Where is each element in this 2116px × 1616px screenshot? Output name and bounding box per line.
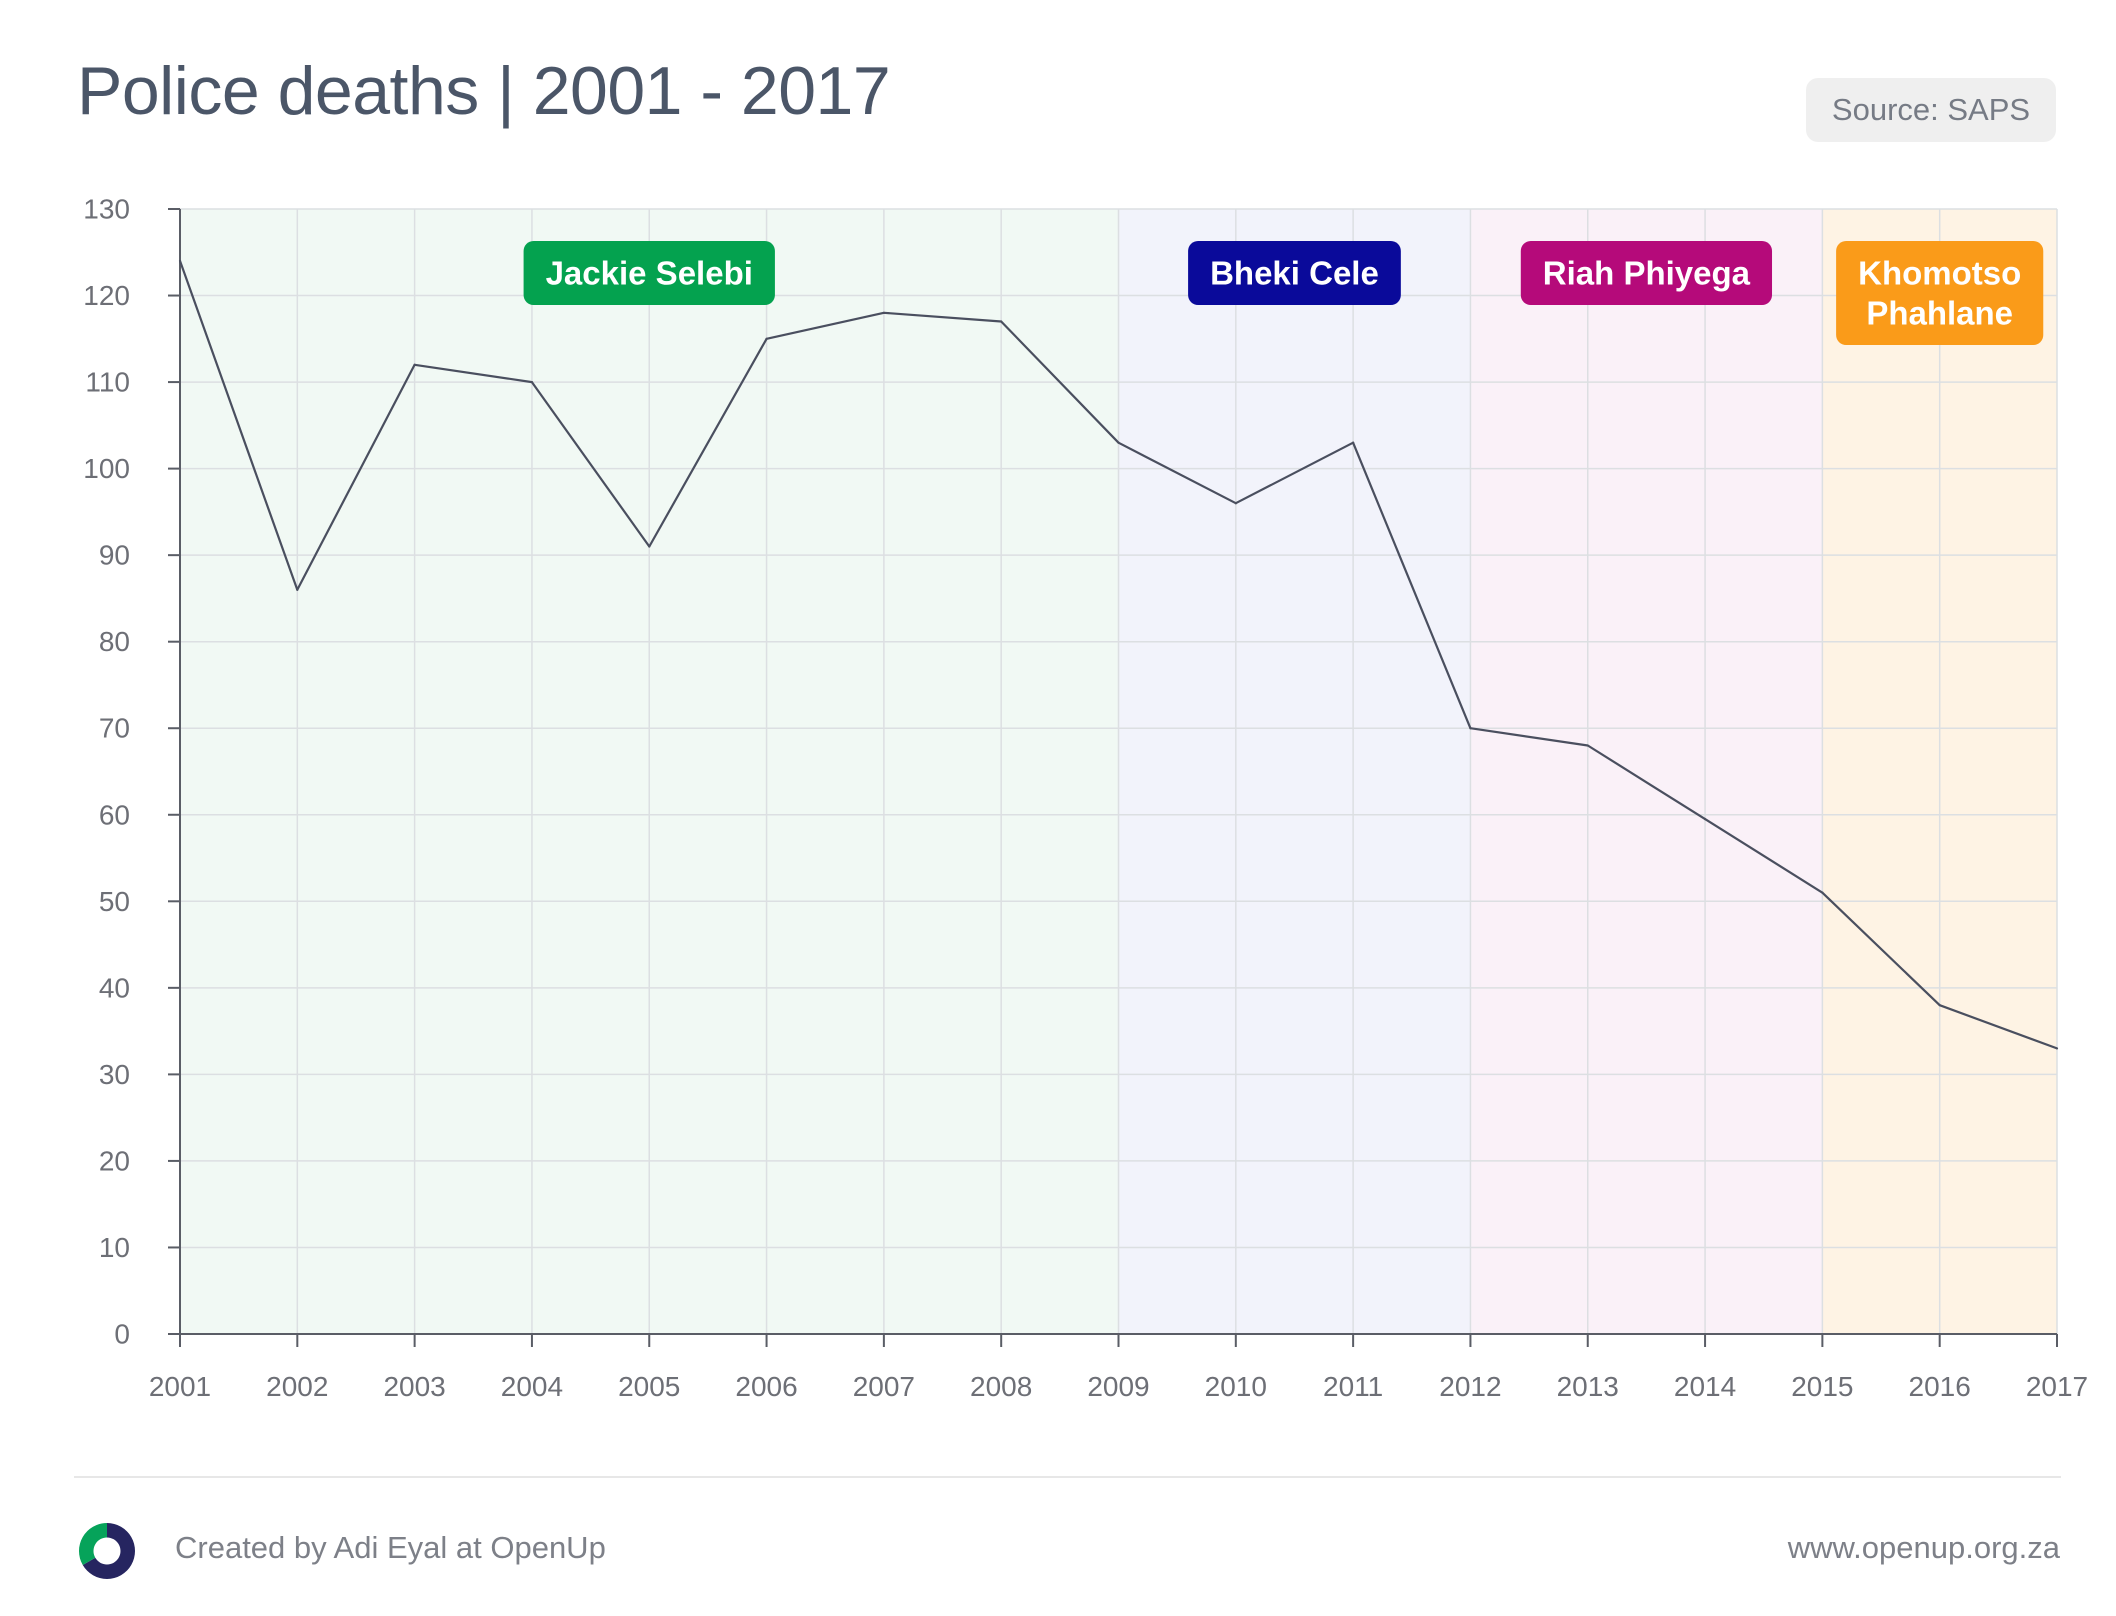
data-point bbox=[530, 380, 534, 384]
data-point bbox=[178, 259, 182, 263]
x-tick-label: 2015 bbox=[1791, 1371, 1853, 1402]
data-point bbox=[882, 311, 885, 314]
era-band-2 bbox=[1470, 209, 1823, 1334]
era-badge-background bbox=[1188, 241, 1401, 305]
data-point bbox=[1234, 502, 1237, 505]
y-tick-label: 40 bbox=[99, 972, 130, 1003]
data-point bbox=[1117, 441, 1120, 444]
y-tick-label: 110 bbox=[85, 367, 130, 398]
x-tick-label: 2006 bbox=[735, 1371, 797, 1402]
data-point bbox=[1469, 727, 1472, 730]
y-tick-label: 90 bbox=[99, 540, 130, 571]
data-point bbox=[1821, 891, 1824, 894]
era-badge-1: Bheki Cele bbox=[1188, 241, 1401, 305]
y-tick-label: 70 bbox=[99, 713, 130, 744]
era-label: Bheki Cele bbox=[1210, 255, 1379, 292]
x-tick-label: 2009 bbox=[1087, 1371, 1149, 1402]
data-point bbox=[2055, 1047, 2059, 1050]
grid bbox=[180, 208, 2058, 1334]
era-badge-0: Jackie Selebi bbox=[523, 241, 775, 305]
x-tick-label: 2007 bbox=[853, 1371, 915, 1402]
data-point bbox=[648, 545, 651, 548]
x-tick-label: 2013 bbox=[1557, 1371, 1619, 1402]
era-labels: Jackie Selebi Bheki Cele Riah Phiyega Khomo… bbox=[523, 241, 2044, 345]
y-tick-label: 80 bbox=[99, 626, 130, 657]
era-label: Khomotso bbox=[1858, 255, 2021, 292]
x-tick-label: 2010 bbox=[1205, 1371, 1267, 1402]
y-tick-label: 100 bbox=[83, 453, 130, 484]
tick-labels: 0 10 20 30 40 50 60 70 80 90 100 110 120 130 2001 2002 2… bbox=[83, 194, 2088, 1403]
era-band-1 bbox=[1118, 209, 1471, 1334]
y-tick-label: 0 bbox=[114, 1319, 130, 1350]
y-tick-label: 120 bbox=[83, 280, 130, 311]
era-badge-2: Riah Phiyega bbox=[1520, 241, 1773, 305]
data-point bbox=[765, 337, 768, 340]
era-label: Riah Phiyega bbox=[1543, 255, 1751, 292]
data-point bbox=[296, 588, 299, 591]
footer-divider bbox=[74, 1476, 2061, 1478]
data-point bbox=[413, 363, 416, 366]
data-point bbox=[1703, 817, 1707, 821]
x-tick-label: 2012 bbox=[1439, 1371, 1501, 1402]
x-tick-label: 2008 bbox=[970, 1371, 1032, 1402]
era-label: Jackie Selebi bbox=[546, 255, 753, 292]
era-badge-background bbox=[523, 241, 775, 305]
x-tick-label: 2017 bbox=[2026, 1371, 2088, 1402]
x-tick-label: 2016 bbox=[1909, 1371, 1971, 1402]
source-badge: Source: SAPS bbox=[1806, 78, 2056, 142]
x-tick-label: 2005 bbox=[618, 1371, 680, 1402]
data-point bbox=[1000, 320, 1003, 323]
data-point bbox=[1352, 441, 1355, 444]
data-point bbox=[1586, 744, 1589, 747]
footer-credit: Created by Adi Eyal at OpenUp bbox=[175, 1530, 606, 1565]
y-tick-label: 50 bbox=[99, 886, 130, 917]
footer-url[interactable]: www.openup.org.za bbox=[1787, 1530, 2060, 1565]
era-label: Phahlane bbox=[1866, 295, 2013, 332]
x-tick-label: 2001 bbox=[149, 1371, 211, 1402]
y-tick-label: 30 bbox=[99, 1059, 130, 1090]
x-tick-label: 2002 bbox=[266, 1371, 328, 1402]
y-tick-label: 130 bbox=[83, 194, 130, 225]
y-tick-label: 10 bbox=[99, 1232, 130, 1263]
x-tick-label: 2014 bbox=[1674, 1371, 1736, 1402]
data-point bbox=[1938, 1004, 1941, 1007]
y-tick-label: 60 bbox=[99, 799, 130, 830]
series-lines bbox=[178, 259, 2059, 1050]
x-tick-label: 2011 bbox=[1323, 1371, 1383, 1402]
y-tick-label: 20 bbox=[99, 1145, 130, 1176]
era-badge-background bbox=[1520, 241, 1773, 305]
x-tick-label: 2003 bbox=[383, 1371, 445, 1402]
axes bbox=[168, 208, 2058, 1347]
line-chart: 0 10 20 30 40 50 60 70 80 90 100 110 120 130 2001 2002 2… bbox=[83, 194, 2088, 1403]
x-tick-label: 2004 bbox=[501, 1371, 563, 1402]
chart-title: Police deaths | 2001 - 2017 bbox=[77, 53, 891, 129]
openup-ring-logo-icon bbox=[78, 1523, 135, 1579]
era-badge-background bbox=[1836, 241, 2044, 345]
